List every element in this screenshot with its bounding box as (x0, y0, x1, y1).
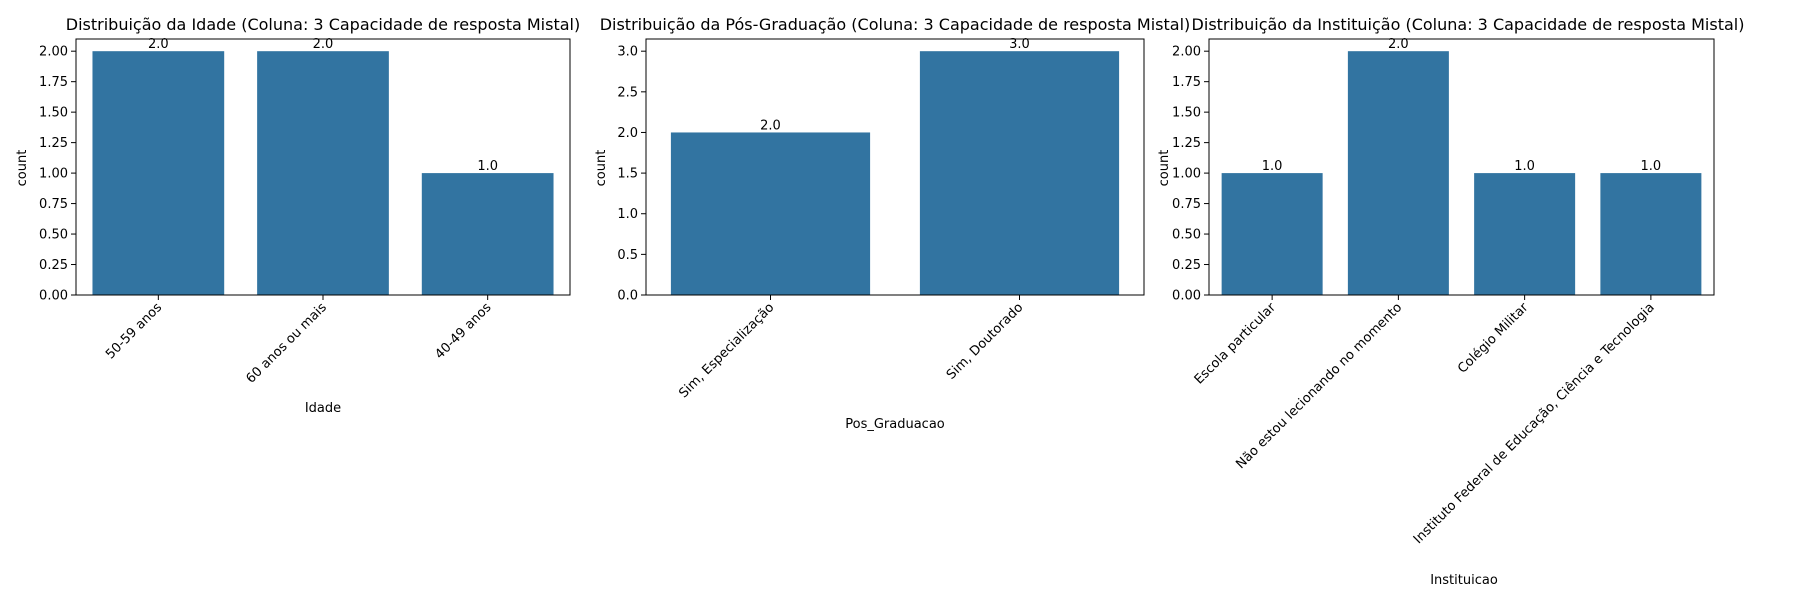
data-label: 1.0 (1514, 159, 1535, 174)
data-label: 2.0 (148, 37, 169, 52)
plot-frame (645, 38, 1145, 296)
y-tick-label: 1.5 (617, 167, 638, 182)
y-tick-label: 0.00 (39, 289, 68, 304)
bar (1221, 173, 1323, 295)
y-tick-label: 2.00 (1172, 45, 1201, 60)
bar (92, 51, 225, 295)
chart-idade: Distribuição da Idade (Coluna: 3 Capacid… (15, 15, 580, 416)
y-axis-label: count (15, 150, 30, 187)
y-tick-label: 0.75 (1172, 197, 1201, 212)
bar (1347, 51, 1449, 295)
bar (670, 132, 871, 295)
y-axis-label: count (594, 150, 609, 187)
y-tick-label: 1.00 (39, 167, 68, 182)
y-tick-label: 0.50 (39, 228, 68, 243)
x-axis-label: Pos_Graduacao (845, 417, 945, 432)
y-tick-label: 0.75 (39, 197, 68, 212)
chart-title: Distribuição da Idade (Coluna: 3 Capacid… (66, 15, 580, 34)
bar (257, 51, 389, 295)
y-tick-label: 1.25 (39, 136, 68, 151)
y-tick-label: 0.50 (1172, 228, 1201, 243)
bar (1600, 173, 1702, 295)
y-tick-label: 1.0 (617, 207, 638, 222)
y-tick-label: 1.75 (39, 75, 68, 90)
y-tick-label: 0.00 (1172, 289, 1201, 304)
chart-title: Distribuição da Pós-Graduação (Coluna: 3… (600, 15, 1191, 34)
y-tick-label: 1.25 (1172, 136, 1201, 151)
y-tick-label: 1.00 (1172, 167, 1201, 182)
plot-frame (1208, 38, 1715, 296)
data-label: 3.0 (1009, 37, 1030, 52)
y-tick-label: 0.5 (617, 248, 638, 263)
data-label: 2.0 (313, 37, 334, 52)
bar (421, 173, 554, 295)
data-label: 1.0 (1262, 159, 1283, 174)
data-label: 1.0 (477, 159, 498, 174)
chart-title: Distribuição da Instituição (Coluna: 3 C… (1192, 15, 1745, 34)
x-axis-label: Idade (305, 401, 341, 416)
chart-pos-graduacao: Distribuição da Pós-Graduação (Coluna: 3… (594, 15, 1190, 432)
y-tick-label: 2.0 (617, 126, 638, 141)
y-axis-label: count (1157, 150, 1172, 187)
x-axis-label: Instituicao (1430, 573, 1498, 588)
y-tick-label: 0.25 (39, 258, 68, 273)
data-label: 1.0 (1641, 159, 1662, 174)
bar (919, 51, 1120, 295)
y-tick-label: 1.50 (39, 106, 68, 121)
y-tick-label: 2.5 (617, 85, 638, 100)
y-tick-label: 0.25 (1172, 258, 1201, 273)
plot-frame (75, 38, 571, 296)
y-tick-label: 0.0 (617, 289, 638, 304)
data-label: 2.0 (760, 118, 781, 133)
bar (1474, 173, 1576, 295)
y-tick-label: 1.50 (1172, 106, 1201, 121)
y-tick-label: 2.00 (39, 45, 68, 60)
y-tick-label: 1.75 (1172, 75, 1201, 90)
data-label: 2.0 (1388, 37, 1409, 52)
y-tick-label: 3.0 (617, 45, 638, 60)
